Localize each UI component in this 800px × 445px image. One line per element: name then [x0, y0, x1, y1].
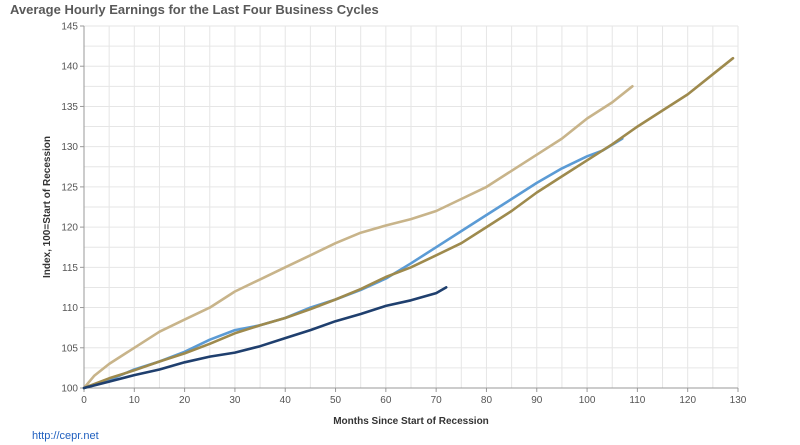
x-tick-label: 70 [431, 395, 443, 406]
y-tick-label: 130 [61, 142, 78, 153]
axes [83, 26, 738, 389]
x-tick-label: 20 [179, 395, 191, 406]
y-tick-label: 145 [61, 22, 78, 33]
y-axis-label: Index, 100=Start of Recession [42, 136, 53, 278]
y-tick-label: 100 [61, 384, 78, 395]
chart-title: Average Hourly Earnings for the Last Fou… [10, 2, 379, 17]
y-tick-label: 120 [61, 223, 78, 234]
x-axis-label: Months Since Start of Recession [333, 416, 489, 427]
y-tick-label: 135 [61, 102, 78, 113]
x-tick-label: 30 [229, 395, 241, 406]
x-tick-label: 130 [730, 395, 747, 406]
x-tick-label: 110 [629, 395, 645, 406]
x-tick-label: 0 [81, 395, 87, 406]
x-tick-labels: 0 10 20 30 40 50 60 70 80 90 100 110 120 130 [81, 388, 747, 406]
series-line-1 [82, 85, 634, 390]
y-tick-label: 115 [62, 263, 78, 274]
y-tick-label: 140 [61, 62, 78, 73]
y-tick-label: 125 [61, 182, 78, 193]
series-line-4 [82, 286, 448, 390]
x-tick-label: 40 [280, 395, 292, 406]
series-line-3 [82, 56, 735, 390]
x-tick-label: 90 [531, 395, 543, 406]
x-tick-label: 60 [380, 395, 392, 406]
x-tick-label: 10 [129, 395, 141, 406]
x-tick-label: 80 [481, 395, 493, 406]
y-tick-label: 105 [61, 343, 78, 354]
y-tick-label: 110 [62, 303, 78, 314]
x-tick-label: 100 [579, 395, 596, 406]
series-lines [82, 56, 735, 390]
x-tick-label: 120 [679, 395, 696, 406]
x-tick-label: 50 [330, 395, 342, 406]
y-tick-labels: 100 105 110 115 120 125 130 135 140 145 [61, 22, 84, 395]
source-link[interactable]: http://cepr.net [32, 430, 99, 442]
